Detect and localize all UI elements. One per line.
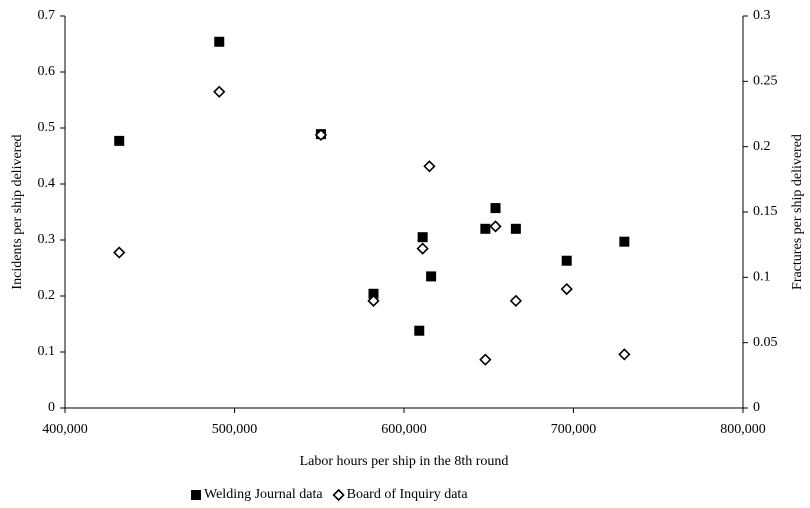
y-tick-label: 0.3	[38, 232, 56, 247]
point	[213, 85, 226, 98]
y2-tick-label: 0.15	[753, 204, 778, 219]
x-tick-label: 500,000	[212, 422, 258, 437]
y2-tick-label: 0.3	[753, 8, 771, 23]
point	[618, 348, 631, 361]
y-tick-label: 0.5	[38, 120, 56, 135]
point	[113, 246, 126, 259]
y-tick-label: 0.7	[38, 8, 56, 23]
point	[479, 353, 492, 366]
legend-label: Welding Journal data	[204, 487, 323, 502]
x-axis-title: Labor hours per ship in the 8th round	[300, 454, 509, 469]
y2-axis-title: Fractures per ship delivered	[790, 134, 805, 290]
y2-tick-label: 0.1	[753, 270, 771, 285]
point	[561, 255, 572, 266]
point	[619, 236, 630, 247]
y-tick-label: 0.4	[38, 176, 56, 191]
point	[416, 242, 429, 255]
legend-marker	[191, 490, 201, 500]
x-tick-label: 700,000	[551, 422, 597, 437]
x-tick-label: 800,000	[720, 422, 766, 437]
y2-tick-label: 0	[753, 400, 760, 415]
y-tick-label: 0.2	[38, 288, 56, 303]
point	[480, 223, 491, 234]
x-tick-label: 600,000	[381, 422, 427, 437]
point	[367, 294, 380, 307]
y-tick-label: 0	[48, 400, 55, 415]
y2-tick-label: 0.25	[753, 74, 778, 89]
y-tick-label: 0.6	[38, 64, 56, 79]
y2-tick-label: 0.2	[753, 139, 771, 154]
point	[414, 325, 425, 336]
legend-label: Board of Inquiry data	[347, 487, 469, 502]
point	[509, 294, 523, 307]
x-tick-label: 400,000	[42, 422, 88, 437]
point	[314, 128, 328, 142]
point	[214, 36, 225, 47]
point	[560, 282, 573, 296]
legend-marker	[332, 488, 345, 502]
point	[510, 223, 521, 234]
y-tick-label: 0.1	[38, 344, 56, 359]
point	[368, 288, 379, 299]
point	[490, 203, 501, 214]
point	[417, 232, 428, 243]
point	[489, 220, 502, 233]
point	[423, 160, 436, 173]
point	[426, 271, 437, 282]
point	[114, 135, 125, 146]
y-axis-title: Incidents per ship delivered	[10, 134, 25, 289]
y2-tick-label: 0.05	[753, 335, 778, 350]
